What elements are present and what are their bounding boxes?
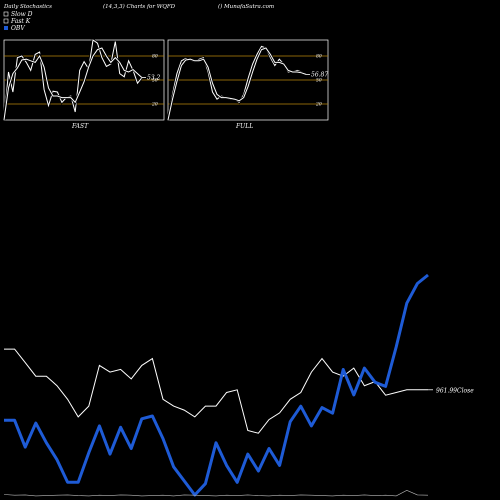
series-k-line	[3, 39, 143, 121]
last-value-label: 56.87	[311, 71, 328, 78]
full-stochastics-panel: FULL 80 50 20 56.87	[166, 39, 328, 130]
legend-label-slow-d: Slow D	[11, 11, 33, 18]
y-tick-label: 50	[152, 78, 158, 84]
legend-swatch-fast-k	[3, 18, 9, 24]
close-last-value-label: 961.99Close	[436, 387, 474, 394]
y-tick-label: 50	[316, 78, 322, 84]
y-tick-label: 80	[152, 54, 158, 60]
legend: Slow D Fast K OBV	[3, 11, 33, 32]
header-center: (14,3,3) Charts for WQFD	[103, 3, 176, 10]
full-panel-label: FULL	[235, 123, 253, 130]
price-obv-panel: 961.99Close	[3, 273, 474, 497]
obv-line	[4, 273, 429, 497]
volume-line	[3, 489, 429, 497]
legend-label-obv: OBV	[11, 25, 25, 32]
series-d-line	[3, 47, 143, 121]
y-tick-label: 20	[315, 102, 322, 108]
header-right: () MunafaSutra.com	[218, 3, 274, 10]
legend-label-fast-k: Fast K	[10, 18, 31, 25]
last-value-label: 53.2	[147, 75, 161, 82]
close-line	[4, 348, 428, 434]
y-tick-label: 80	[316, 54, 322, 60]
series-d-line	[167, 47, 307, 121]
legend-swatch-slow-d	[3, 11, 9, 17]
legend-swatch-obv	[4, 26, 8, 30]
fast-panel-label: FAST	[71, 123, 89, 130]
fast-stochastics-panel: FAST 80 50 20 53.2	[2, 37, 165, 130]
y-tick-label: 20	[151, 102, 158, 108]
header-left: Daily Stochastics	[3, 4, 52, 10]
